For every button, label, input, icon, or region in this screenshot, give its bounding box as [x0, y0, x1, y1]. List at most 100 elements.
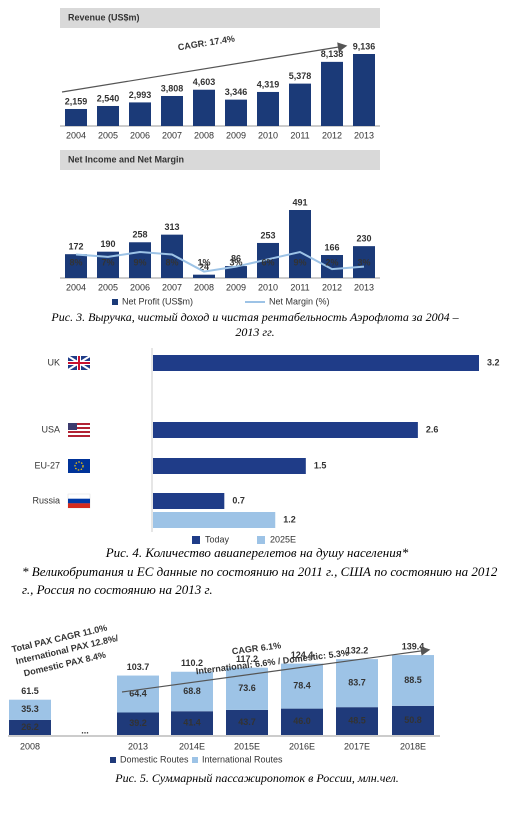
value-label: 1.5 [314, 460, 327, 470]
legend-label: International Routes [202, 754, 283, 764]
bar [225, 266, 247, 278]
x-tick-label: 2006 [130, 282, 150, 292]
value-label: 83.7 [348, 678, 366, 688]
x-tick-label: 2007 [162, 282, 182, 292]
value-label: 166 [324, 242, 339, 252]
value-label: 172 [68, 242, 83, 252]
bar [289, 210, 311, 278]
figure-caption: Рис. 5. Суммарный пассажиропоток в Росси… [115, 771, 399, 785]
value-label: 313 [164, 222, 179, 232]
x-tick-label: 2005 [98, 282, 118, 292]
value-label: 190 [100, 239, 115, 249]
margin-label: 2% [325, 257, 338, 267]
value-label: 73.6 [238, 683, 256, 693]
value-label: 8,138 [321, 49, 344, 59]
margin-label: 7% [101, 257, 114, 267]
total-label: 139.4 [402, 641, 425, 651]
value-label: 9,136 [353, 41, 376, 51]
bar [257, 242, 279, 278]
bar [97, 251, 119, 278]
bar-segment [336, 707, 378, 735]
bar-segment [336, 659, 378, 708]
value-label: 64.4 [129, 688, 147, 698]
x-tick-label: 2004 [66, 282, 86, 292]
value-label: 3,346 [225, 87, 248, 97]
bar-segment [226, 709, 268, 735]
legend-swatch [257, 536, 265, 544]
value-label: 491 [292, 197, 307, 207]
bar-segment [392, 705, 434, 735]
figure-caption: Рис. 3. Выручка, чистый доход и чистая р… [51, 310, 459, 339]
bar [153, 355, 479, 371]
bar [129, 242, 151, 278]
bar [65, 108, 87, 126]
bar [225, 99, 247, 126]
value-label: 2.6 [426, 424, 439, 434]
value-label: 78.4 [293, 680, 311, 690]
x-tick-label: 2008 [194, 282, 214, 292]
bar [193, 89, 215, 126]
x-tick-label: 2014E [179, 741, 205, 751]
total-label: 61.5 [21, 686, 39, 696]
category-label: USA [41, 424, 60, 434]
value-label: 258 [132, 230, 147, 240]
margin-label: 9% [293, 257, 306, 267]
bar [153, 422, 418, 438]
value-label: 4,319 [257, 79, 280, 89]
bar [153, 493, 225, 509]
value-label: 39.2 [129, 718, 147, 728]
x-tick-label: ... [81, 725, 89, 735]
bar [153, 512, 276, 528]
section-header [60, 8, 380, 28]
bar-segment [171, 711, 213, 735]
flag-eu [68, 459, 90, 473]
value-label: 3,808 [161, 83, 184, 93]
legend-label: Domestic Routes [120, 754, 189, 764]
legend-swatch [192, 536, 200, 544]
legend-label: 2025E [270, 534, 296, 544]
value-label: 2,159 [65, 96, 88, 106]
bar [65, 254, 87, 278]
bar [321, 61, 343, 126]
flag-usa [68, 423, 90, 437]
total-label: 110.2 [181, 658, 203, 668]
bar-segment [392, 655, 434, 706]
value-label: 48.5 [348, 715, 366, 725]
bar [353, 246, 375, 278]
bar [321, 255, 343, 278]
category-label: EU-27 [34, 460, 60, 470]
x-tick-label: 2007 [162, 130, 182, 140]
margin-label: 8% [165, 257, 178, 267]
category-label: UK [47, 357, 60, 367]
figure-caption: Рис. 4. Количество авиаперелетов на душу… [105, 545, 409, 560]
total-label: 124.4 [291, 650, 314, 660]
margin-label: 3% [229, 257, 242, 267]
bar [161, 234, 183, 278]
section-header [60, 150, 380, 170]
value-label: 43.7 [238, 717, 256, 727]
value-label: 41.4 [183, 717, 201, 727]
margin-line [75, 250, 365, 273]
x-tick-label: 2017E [344, 741, 370, 751]
value-label: 24 [199, 262, 209, 272]
x-tick-label: 2013 [354, 130, 374, 140]
bar [97, 105, 119, 126]
bar [257, 91, 279, 126]
x-tick-label: 2010 [258, 130, 278, 140]
value-label: 2,540 [97, 93, 120, 103]
annotation: CAGR: 17.4% [177, 33, 235, 52]
value-label: 88.5 [404, 675, 422, 685]
total-label: 132.2 [346, 646, 369, 656]
x-tick-label: 2018E [400, 741, 426, 751]
x-tick-label: 2016E [289, 741, 315, 751]
bar-segment [281, 708, 323, 735]
x-tick-label: 2011 [290, 282, 309, 292]
x-tick-label: 2009 [226, 130, 246, 140]
total-label: 117.2 [236, 654, 258, 664]
category-label: Russia [32, 495, 60, 505]
x-tick-label: 2004 [66, 130, 86, 140]
bar [353, 54, 375, 126]
value-label: 1.2 [283, 514, 296, 524]
value-label: 86 [231, 253, 241, 263]
